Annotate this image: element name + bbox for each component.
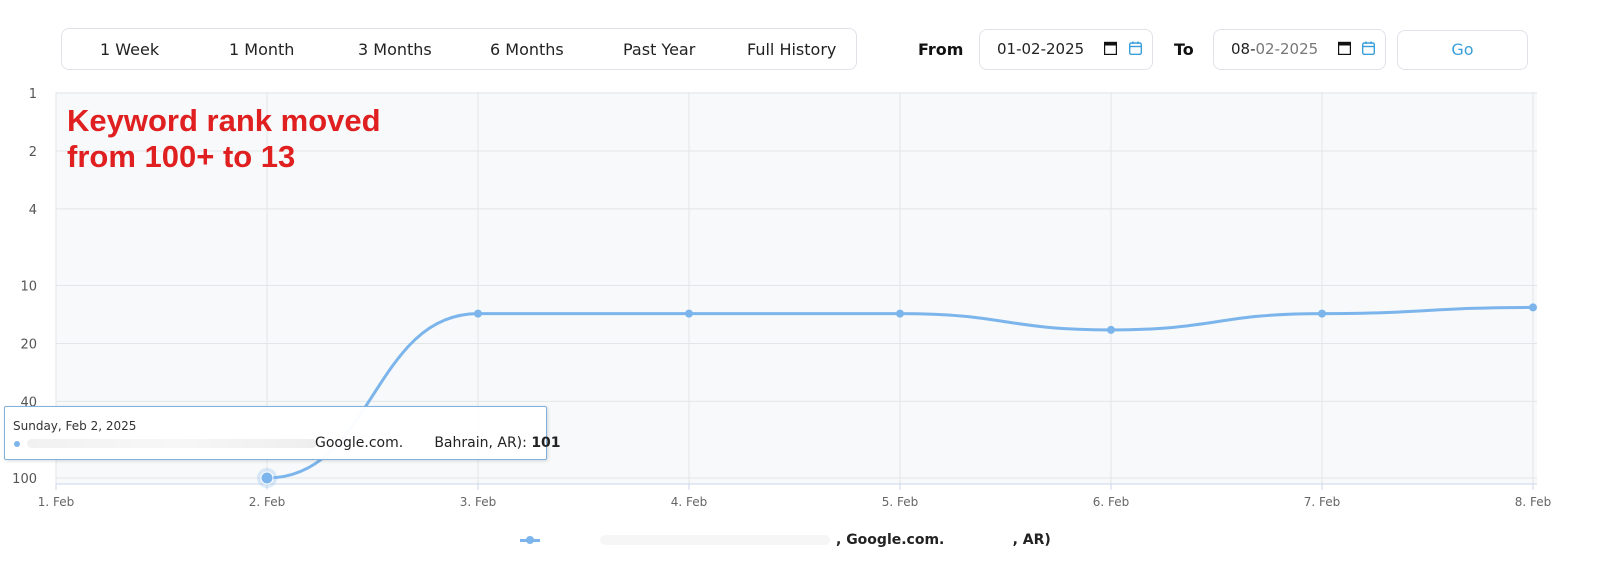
range-1-week-button[interactable]: 1 Week	[100, 40, 160, 59]
y-tick-label: 4	[29, 203, 37, 218]
legend-point-marker	[526, 536, 534, 544]
x-tick-label: 1. Feb	[38, 495, 75, 509]
to-date-day: 08-	[1231, 40, 1256, 58]
y-tick-label: 20	[20, 337, 37, 352]
tooltip-value: 101	[531, 435, 561, 451]
calendar-picker-icon[interactable]	[1362, 41, 1375, 55]
to-label: To	[1174, 40, 1194, 59]
annotation-line-2: from 100+ to 13	[67, 139, 296, 174]
calendar-picker-icon[interactable]	[1129, 41, 1142, 55]
from-date-value: 01-02-2025	[997, 40, 1085, 58]
tooltip-series-marker	[14, 441, 20, 447]
rank-series-points	[257, 303, 1537, 488]
to-date-value: 08-02-2025	[1231, 40, 1318, 58]
x-tick-label: 8. Feb	[1515, 495, 1552, 509]
x-axis: 1. Feb 2. Feb 3. Feb 4. Feb 5. Feb 6. Feb 7. F…	[38, 483, 1552, 509]
x-tick-label: 7. Feb	[1304, 495, 1341, 509]
x-tick-label: 5. Feb	[882, 495, 919, 509]
from-label: From	[918, 40, 964, 59]
range-6-months-button[interactable]: 6 Months	[490, 40, 564, 59]
legend-redacted-text	[600, 535, 830, 545]
range-full-history-button[interactable]: Full History	[747, 40, 837, 59]
legend-series-label: , Google.com. , AR)	[836, 532, 1051, 548]
data-point	[1529, 303, 1537, 312]
data-point	[896, 309, 904, 318]
range-3-months-button[interactable]: 3 Months	[358, 40, 432, 59]
data-point	[1318, 309, 1326, 318]
x-tick-label: 4. Feb	[671, 495, 708, 509]
data-point	[260, 471, 274, 485]
y-tick-label: 10	[20, 280, 37, 295]
x-tick-label: 3. Feb	[460, 495, 497, 509]
x-tick-label: 2. Feb	[249, 495, 286, 509]
tooltip-series-label: Google.com. Bahrain, AR): 101	[315, 435, 561, 451]
tooltip-series-text: Google.com. Bahrain, AR):	[315, 435, 532, 451]
grid	[55, 92, 1537, 484]
x-tick-label: 6. Feb	[1093, 495, 1130, 509]
calendar-icon[interactable]	[1104, 41, 1117, 55]
y-tick-label: 1	[29, 87, 37, 102]
to-date-rest: 02-2025	[1255, 40, 1319, 58]
go-button[interactable]: Go	[1397, 30, 1528, 70]
data-point	[474, 309, 482, 318]
chart-legend[interactable]: , Google.com. , AR)	[520, 530, 1080, 552]
annotation-line-1: Keyword rank moved	[67, 103, 381, 138]
data-point	[1107, 325, 1115, 334]
y-tick-label: 100	[12, 472, 37, 487]
point-tooltip: Sunday, Feb 2, 2025 Google.com. Bahrain,…	[4, 406, 561, 460]
tooltip-date: Sunday, Feb 2, 2025	[13, 419, 137, 433]
rank-annotation: Keyword rank moved from 100+ to 13	[67, 103, 427, 175]
from-date-input[interactable]: 01-02-2025	[979, 29, 1153, 70]
data-point	[685, 309, 693, 318]
to-date-input[interactable]: 08-02-2025	[1213, 29, 1386, 70]
y-tick-label: 2	[29, 145, 37, 160]
time-range-selector: 1 Week 1 Month 3 Months 6 Months Past Ye…	[61, 28, 857, 70]
range-1-month-button[interactable]: 1 Month	[229, 40, 295, 59]
range-past-year-button[interactable]: Past Year	[623, 40, 696, 59]
tooltip-redacted-text	[27, 439, 317, 448]
calendar-icon[interactable]	[1338, 41, 1351, 55]
